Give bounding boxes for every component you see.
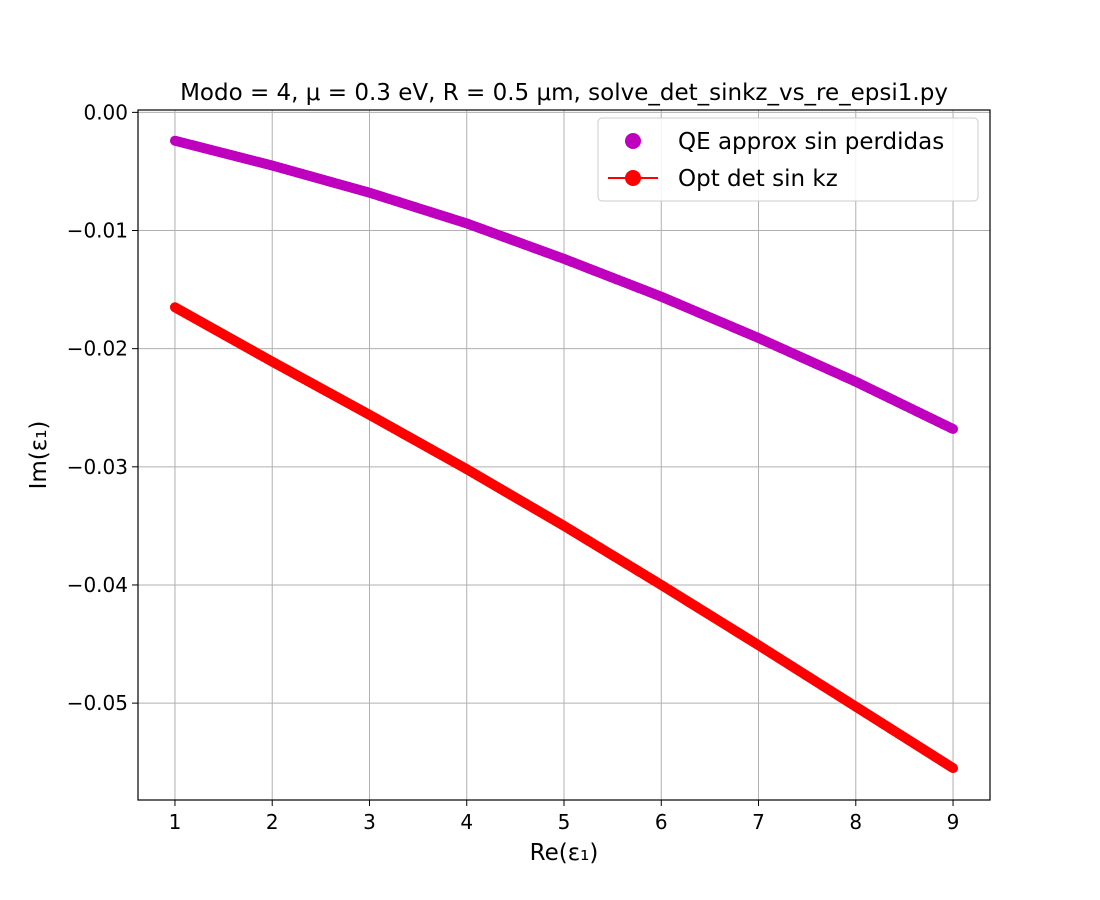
data-point	[948, 763, 959, 774]
axis-ticks: 1 2 3 4 5 6 7 8 9 0.00 −0.01 −0.02 −0.03 −0.04 −0.05	[67, 100, 960, 834]
y-axis-label: Im(ε₁)	[26, 421, 52, 490]
data-point	[948, 424, 959, 435]
x-tick-label: 2	[266, 810, 279, 834]
series-1	[169, 135, 959, 435]
y-tick-label: −0.03	[67, 455, 128, 479]
x-tick-label: 4	[460, 810, 473, 834]
x-tick-label: 7	[752, 810, 765, 834]
y-tick-label: −0.01	[67, 219, 128, 243]
x-tick-label: 5	[558, 810, 571, 834]
x-tick-label: 3	[363, 810, 376, 834]
legend-marker	[625, 133, 641, 149]
legend-box	[597, 117, 979, 202]
y-tick-label: −0.04	[67, 573, 128, 597]
grid	[138, 110, 990, 800]
y-tick-label: −0.02	[67, 337, 128, 361]
x-tick-label: 6	[655, 810, 668, 834]
legend-item: Opt det sin kz	[608, 166, 838, 192]
legend-label: QE approx sin perdidas	[678, 129, 944, 155]
legend-item: QE approx sin perdidas	[625, 129, 944, 155]
plot-series	[169, 135, 959, 774]
x-tick-label: 8	[849, 810, 862, 834]
x-axis-label: Re(ε₁)	[530, 840, 599, 866]
y-tick-label: −0.05	[67, 691, 128, 715]
legend-label: Opt det sin kz	[678, 166, 838, 192]
legend: QE approx sin perdidas Opt det sin kz	[597, 117, 979, 202]
y-tick-label: 0.00	[83, 100, 128, 124]
x-tick-label: 9	[947, 810, 960, 834]
series-2	[169, 302, 959, 774]
x-tick-label: 1	[169, 810, 182, 834]
chart-title: Modo = 4, μ = 0.3 eV, R = 0.5 μm, solve_…	[180, 80, 948, 106]
legend-marker	[625, 170, 641, 186]
